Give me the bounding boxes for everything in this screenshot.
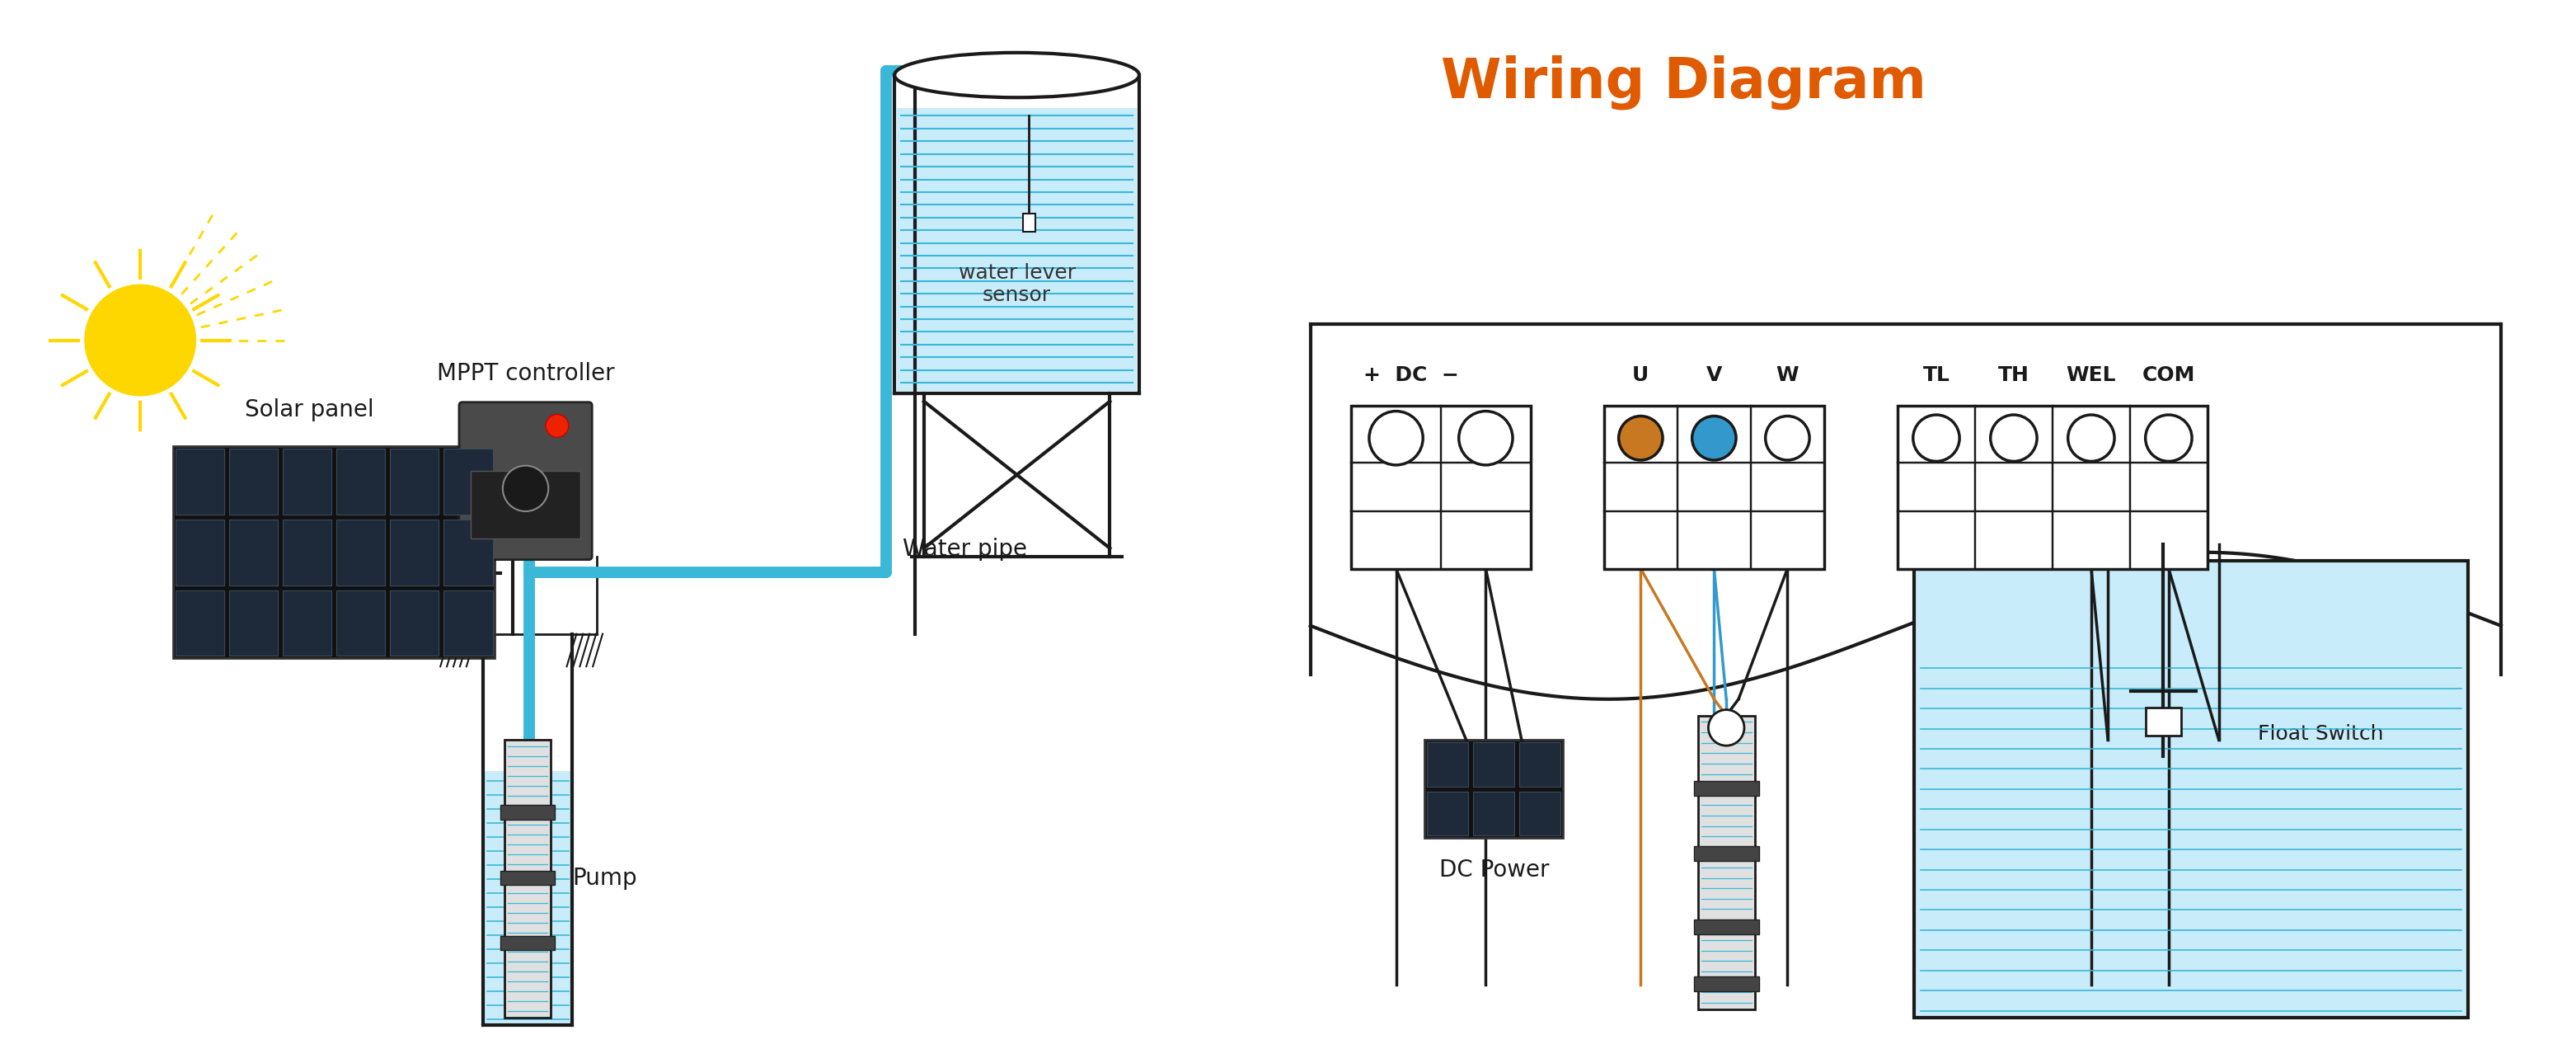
Bar [443, 520, 492, 586]
Circle shape [1765, 416, 1808, 460]
Bar [175, 520, 224, 586]
Circle shape [1368, 411, 1422, 465]
Circle shape [2146, 415, 2192, 461]
Text: V: V [1705, 366, 1721, 385]
Bar [1023, 214, 1036, 232]
Bar [337, 590, 386, 656]
Bar [1473, 742, 1515, 787]
Bar [175, 590, 224, 656]
Bar [1692, 780, 1759, 795]
Bar [1473, 791, 1515, 836]
Bar [389, 590, 438, 656]
Text: TH: TH [1999, 366, 2030, 385]
Bar [389, 520, 438, 586]
Bar [283, 449, 332, 514]
Text: U: U [1633, 366, 1649, 385]
Bar [1425, 740, 1564, 838]
Text: MPPT controller: MPPT controller [438, 362, 616, 385]
Bar [1520, 742, 1561, 787]
Text: Solar panel: Solar panel [245, 399, 374, 422]
Circle shape [502, 466, 549, 511]
Bar [389, 449, 438, 514]
Bar [1692, 919, 1759, 934]
Bar [1899, 405, 2208, 569]
Bar [283, 520, 332, 586]
Bar [505, 740, 551, 1017]
Bar [471, 471, 580, 539]
Bar [1352, 405, 1530, 569]
Text: Pump: Pump [572, 867, 636, 890]
Bar [1427, 791, 1468, 836]
Bar [1692, 977, 1759, 991]
Circle shape [85, 285, 196, 395]
Circle shape [1458, 411, 1512, 465]
FancyBboxPatch shape [459, 402, 592, 559]
Text: W: W [1775, 366, 1798, 385]
Circle shape [2069, 415, 2115, 461]
Bar [173, 446, 495, 658]
Text: Water pipe: Water pipe [902, 538, 1028, 560]
Text: Float Switch: Float Switch [2257, 724, 2383, 744]
Ellipse shape [894, 53, 1139, 98]
Bar [1605, 405, 1824, 569]
Circle shape [1914, 415, 1960, 461]
Bar [337, 520, 386, 586]
Bar [229, 590, 278, 656]
Bar [175, 449, 224, 514]
Bar [1914, 560, 2468, 1017]
Bar [896, 107, 1136, 391]
Circle shape [1708, 710, 1744, 745]
Text: water lever
sensor: water lever sensor [958, 263, 1074, 305]
Bar [283, 590, 332, 656]
Bar [1520, 791, 1561, 836]
Bar [484, 771, 572, 1026]
Text: +  DC  −: + DC − [1363, 366, 1458, 385]
Text: TL: TL [1922, 366, 1950, 385]
Bar [500, 871, 554, 885]
Circle shape [546, 415, 569, 437]
Bar [443, 449, 492, 514]
Bar [1692, 846, 1759, 861]
Text: COM: COM [2143, 366, 2195, 385]
Text: Wiring Diagram: Wiring Diagram [1440, 54, 1927, 109]
Text: WEL: WEL [2066, 366, 2115, 385]
Bar [500, 935, 554, 950]
Bar [1427, 742, 1468, 787]
Circle shape [1692, 416, 1736, 460]
Bar [1917, 658, 2465, 1015]
Bar [229, 449, 278, 514]
Bar [229, 520, 278, 586]
Bar [443, 590, 492, 656]
Text: DC Power: DC Power [1440, 858, 1548, 881]
Bar [1698, 715, 1754, 1009]
Bar [337, 449, 386, 514]
Circle shape [1618, 416, 1662, 460]
Bar [500, 805, 554, 820]
Bar [2146, 707, 2182, 736]
Circle shape [1991, 415, 2038, 461]
